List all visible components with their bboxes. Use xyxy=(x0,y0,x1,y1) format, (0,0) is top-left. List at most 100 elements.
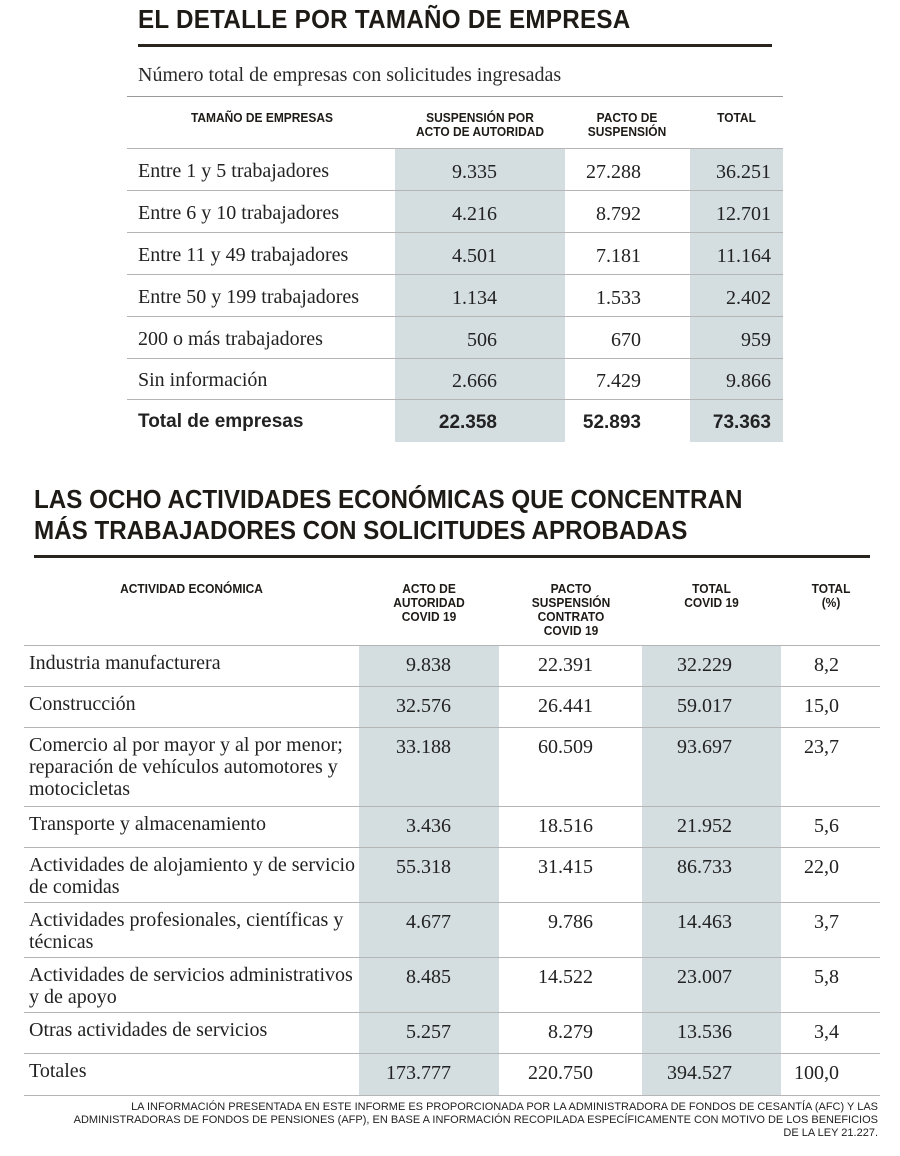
table2-row-total: 59.017 xyxy=(677,695,732,717)
table2-row-pacto: 60.509 xyxy=(538,736,593,758)
table1-row-total: 959 xyxy=(741,329,771,351)
table2-row-label: Actividades profesionales, científicas y… xyxy=(29,909,344,953)
section1-title-rule xyxy=(138,44,772,47)
table2-row-pct: 100,0 xyxy=(794,1062,839,1084)
table1-header-2: PACTO DE SUSPENSIÓN xyxy=(587,110,667,139)
table1-row-pacto: 1.533 xyxy=(596,287,641,309)
table1-row-pacto: 7.181 xyxy=(596,245,641,267)
table2-row-pct: 5,6 xyxy=(814,815,839,837)
table2-row-pct: 8,2 xyxy=(814,654,839,676)
table1-top-rule xyxy=(127,96,783,97)
table1-row-label: Entre 1 y 5 trabajadores xyxy=(138,160,330,182)
table2-header-line xyxy=(24,645,880,646)
table2-row-acto: 5.257 xyxy=(406,1021,451,1043)
table2-row-pct: 3,7 xyxy=(814,911,839,933)
table2-shade-total xyxy=(642,646,781,1096)
table1-row-acto: 2.666 xyxy=(452,370,497,392)
table2-row-divider xyxy=(24,902,880,903)
table1-row-label: Entre 50 y 199 trabajadores xyxy=(138,286,360,308)
section2-title: LAS OCHO ACTIVIDADES ECONÓMICAS QUE CONC… xyxy=(34,484,742,546)
table1-row-pacto: 8.792 xyxy=(596,203,641,225)
table1-row-acto: 22.358 xyxy=(438,412,497,433)
table2-row-pacto: 31.415 xyxy=(538,856,593,878)
table1-row-divider xyxy=(127,358,783,359)
table2-row-divider xyxy=(24,847,880,848)
table2-row-divider xyxy=(24,1053,880,1054)
table2-header-0: ACTIVIDAD ECONÓMICA xyxy=(120,581,263,596)
table1-shade-total xyxy=(690,149,783,442)
table1-row-label: 200 o más trabajadores xyxy=(138,328,323,350)
table1-header-3: TOTAL xyxy=(717,110,756,125)
table1-header-0: TAMAÑO DE EMPRESAS xyxy=(191,110,333,125)
table2-row-pacto: 18.516 xyxy=(538,815,593,837)
table1-row-acto: 4.501 xyxy=(452,245,497,267)
table2-row-pct: 5,8 xyxy=(814,966,839,988)
table1-row-pacto: 27.288 xyxy=(586,161,641,183)
table2-row-pacto: 220.750 xyxy=(528,1062,593,1084)
table2-row-label: Totales xyxy=(29,1060,87,1082)
table2-row-label: Industria manufacturera xyxy=(29,652,221,674)
table1-row-pacto: 670 xyxy=(611,329,641,351)
table2-row-pct: 3,4 xyxy=(814,1021,839,1043)
section1-subtitle: Número total de empresas con solicitudes… xyxy=(138,64,562,86)
table2-row-divider xyxy=(24,1012,880,1013)
table2-row-acto: 55.318 xyxy=(396,856,451,878)
table2-row-divider xyxy=(24,727,880,728)
table1-row-label: Sin información xyxy=(138,369,268,391)
table2-row-acto: 8.485 xyxy=(406,966,451,988)
table2-row-label: Construcción xyxy=(29,693,136,715)
table1-row-divider xyxy=(127,232,783,233)
table2-row-acto: 9.838 xyxy=(406,654,451,676)
table2-shade-acto xyxy=(359,646,499,1096)
table1-row-total: 12.701 xyxy=(716,203,771,225)
section2-title-line1: LAS OCHO ACTIVIDADES ECONÓMICAS QUE CONC… xyxy=(34,484,743,514)
table2-row-acto: 173.777 xyxy=(386,1062,451,1084)
table1-row-total: 9.866 xyxy=(726,370,771,392)
table2-row-pacto: 26.441 xyxy=(538,695,593,717)
table2-row-acto: 4.677 xyxy=(406,911,451,933)
table2-row-pacto: 8.279 xyxy=(548,1021,593,1043)
table1-row-total: 36.251 xyxy=(716,161,771,183)
table2-row-label: Actividades de servicios administrativos… xyxy=(29,964,353,1008)
table1-row-total: 2.402 xyxy=(726,287,771,309)
table2-row-label: Otras actividades de servicios xyxy=(29,1019,268,1041)
table1-row-pacto: 52.893 xyxy=(582,412,641,433)
table2-row-pacto: 14.522 xyxy=(538,966,593,988)
table2-header-1: ACTO DE AUTORIDAD COVID 19 xyxy=(393,581,465,624)
table2-row-pacto: 9.786 xyxy=(548,911,593,933)
table1-row-label: Total de empresas xyxy=(138,411,304,432)
table2-row-total: 14.463 xyxy=(677,911,732,933)
table2-row-total: 93.697 xyxy=(677,736,732,758)
table2-row-pacto: 22.391 xyxy=(538,654,593,676)
table2-row-label: Comercio al por mayor y al por menor; re… xyxy=(29,734,343,800)
table2-row-pct: 23,7 xyxy=(804,736,839,758)
table2-row-acto: 33.188 xyxy=(396,736,451,758)
table2-row-divider xyxy=(24,686,880,687)
table1-row-divider xyxy=(127,274,783,275)
table2-row-total: 23.007 xyxy=(677,966,732,988)
table2-header-4: TOTAL (%) xyxy=(811,581,851,610)
table2-row-acto: 3.436 xyxy=(406,815,451,837)
table2-row-total: 21.952 xyxy=(677,815,732,837)
table1-header-line xyxy=(127,148,783,149)
table1-row-acto: 506 xyxy=(467,329,497,351)
section2-title-rule xyxy=(34,555,870,558)
section2-title-line2: MÁS TRABAJADORES CON SOLICITUDES APROBAD… xyxy=(34,515,688,545)
table1-row-total: 11.164 xyxy=(716,245,771,267)
table1-row-divider xyxy=(127,399,783,400)
table1-row-divider xyxy=(127,316,783,317)
table1-row-pacto: 7.429 xyxy=(596,370,641,392)
footnote: LA INFORMACIÓN PRESENTADA EN ESTE INFORM… xyxy=(73,1101,878,1139)
table2-row-pct: 22,0 xyxy=(804,856,839,878)
table1-shade-acto xyxy=(395,149,565,442)
table2-row-total: 86.733 xyxy=(677,856,732,878)
table2-row-total: 32.229 xyxy=(677,654,732,676)
table1-row-acto: 4.216 xyxy=(452,203,497,225)
table1-row-label: Entre 6 y 10 trabajadores xyxy=(138,202,340,224)
table2-row-divider xyxy=(24,806,880,807)
table2-row-pct: 15,0 xyxy=(804,695,839,717)
table2-row-total: 394.527 xyxy=(667,1062,732,1084)
economic-activity-table: ACTIVIDAD ECONÓMICA ACTO DE AUTORIDAD COVID… xyxy=(24,570,880,1100)
table2-row-label: Actividades de alojamiento y de servicio… xyxy=(29,854,356,898)
table2-row-label: Transporte y almacenamiento xyxy=(29,813,266,835)
